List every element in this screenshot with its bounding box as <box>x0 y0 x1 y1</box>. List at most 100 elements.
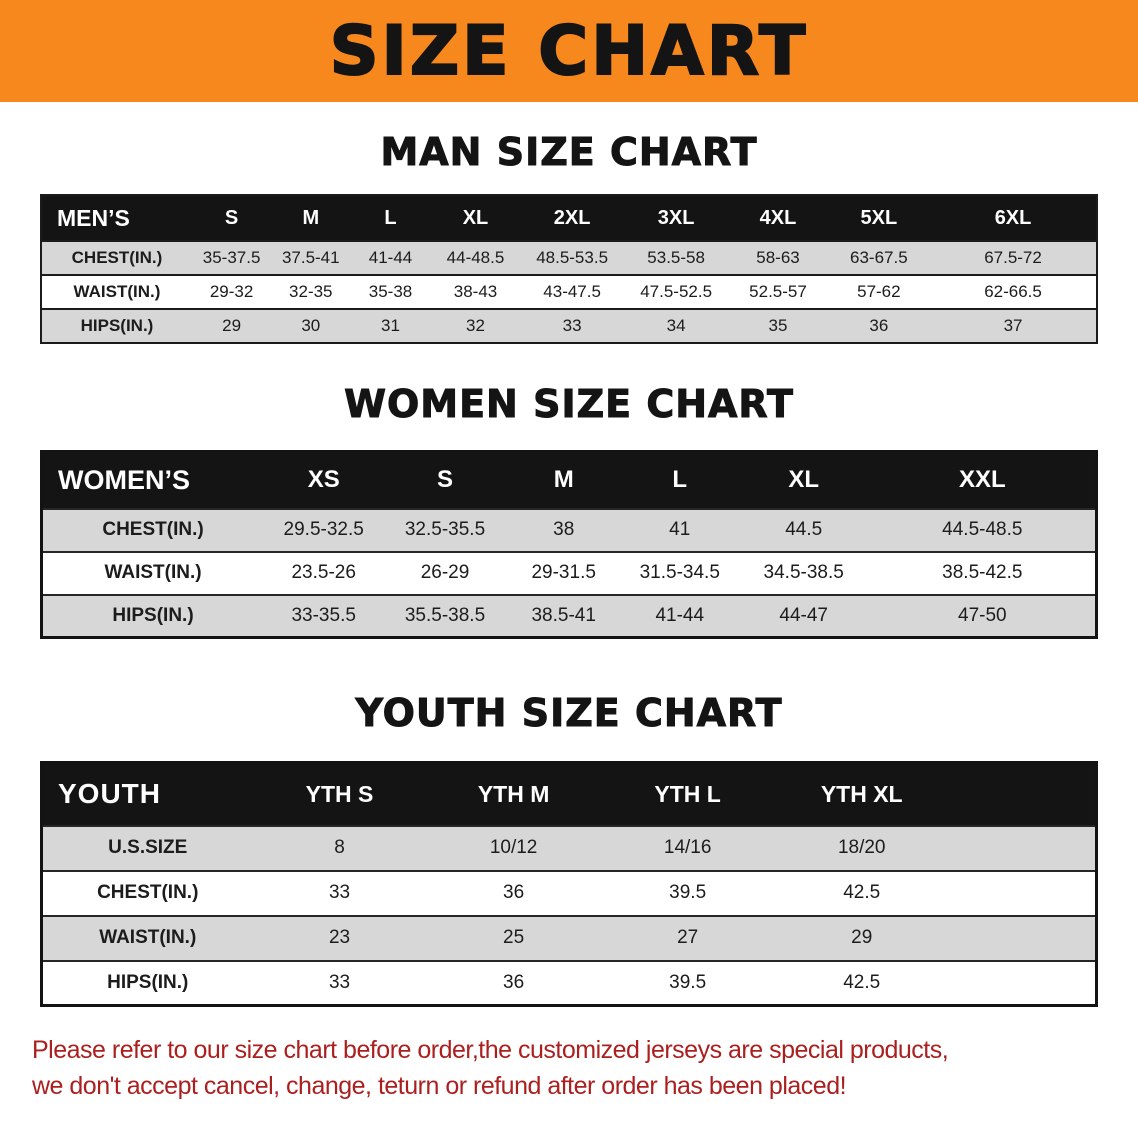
size-value-cell: 44.5 <box>785 519 823 540</box>
filler-cell <box>949 826 1097 871</box>
men-size-table: MEN’S S M L XL 2XL 3XL 4XL 5XL 6XL CHEST(IN.) 35-37… <box>40 194 1098 344</box>
size-value-cell: 53.5-58 <box>647 248 705 267</box>
size-value-cell: 47-50 <box>958 604 1007 626</box>
table-title: YOUTH <box>41 762 253 826</box>
youth-table-wrap: YOUTH YTH S YTH M YTH L YTH XL U.S.SIZE 8 10/12… <box>40 761 1098 1007</box>
size-value-cell: 33 <box>328 971 351 993</box>
size-value-cell: 57-62 <box>857 282 901 301</box>
size-value-cell: 35 <box>768 316 788 335</box>
size-value-cell: 14/16 <box>663 837 712 858</box>
size-column-header: S <box>384 451 506 509</box>
section-heading: MAN SIZE CHART <box>380 130 758 175</box>
size-value-cell: 44-48.5 <box>446 248 505 267</box>
size-value-cell: 44.5-48.5 <box>942 519 1023 540</box>
size-value-cell: 43-47.5 <box>543 282 601 301</box>
disclaimer-line: we don't accept cancel, change, teturn o… <box>32 1071 847 1100</box>
men-table-wrap: MEN’S S M L XL 2XL 3XL 4XL 5XL 6XL CHEST(IN.) 35-37… <box>40 194 1098 344</box>
size-column-header: 2XL <box>520 195 624 241</box>
size-chart-page: SIZE CHART MAN SIZE CHART MEN’S S M L XL 2XL 3… <box>0 0 1138 1100</box>
size-value-cell: 29.5-32.5 <box>283 519 364 540</box>
size-value-cell: 32 <box>466 316 485 335</box>
table-row: WAIST(IN.) 23 25 27 29 <box>41 915 1097 961</box>
header-row: WOMEN’S XS S M L XL XXL <box>41 451 1097 509</box>
women-table-wrap: WOMEN’S XS S M L XL XXL CHEST(IN.) 29.5-32.5 32.5… <box>40 450 1098 639</box>
size-value-cell: 30 <box>301 316 321 335</box>
size-column-header: M <box>505 451 622 509</box>
size-value-cell: 62-66.5 <box>984 282 1042 301</box>
size-value-cell: 48.5-53.5 <box>536 248 609 267</box>
size-value-cell: 63-67.5 <box>850 248 908 267</box>
filler-cell <box>949 871 1097 916</box>
size-column-header: YTH S <box>252 762 427 826</box>
size-value-cell: 35-38 <box>368 282 413 301</box>
size-value-cell: 8 <box>334 837 345 858</box>
row-label: WAIST(IN.) <box>99 927 197 948</box>
table-title: MEN’S <box>41 195 192 241</box>
size-value-cell: 39.5 <box>669 882 707 903</box>
table-row: HIPS(IN.) 29 30 31 32 33 34 35 36 37 <box>41 309 1097 343</box>
size-column-header: 4XL <box>728 195 828 241</box>
filler-cell <box>949 961 1097 1006</box>
size-value-cell: 34 <box>666 316 686 335</box>
size-value-cell: 32.5-35.5 <box>404 519 486 540</box>
size-column-header: 3XL <box>623 195 729 241</box>
size-value-cell: 33-35.5 <box>291 604 356 626</box>
size-value-cell: 29-31.5 <box>531 562 596 583</box>
size-value-cell: 31 <box>381 316 400 335</box>
size-value-cell: 42.5 <box>843 971 881 993</box>
size-value-cell: 52.5-57 <box>749 282 807 301</box>
size-column-header: YTH M <box>426 762 601 826</box>
size-column-header: YTH XL <box>774 762 949 826</box>
section-heading: YOUTH SIZE CHART <box>355 691 783 736</box>
size-value-cell: 18/20 <box>837 837 886 858</box>
size-value-cell: 38.5-41 <box>531 604 596 626</box>
men-size-section: MAN SIZE CHART MEN’S S M L XL 2XL 3XL 4XL 5XL 6XL… <box>0 130 1138 344</box>
size-column-header: M <box>271 195 351 241</box>
table-row: HIPS(IN.) 33 36 39.5 42.5 <box>41 960 1097 1006</box>
size-value-cell: 38 <box>553 519 575 540</box>
table-row: WAIST(IN.) 29-32 32-35 35-38 38-43 43-47.5 47.… <box>41 275 1097 309</box>
size-value-cell: 29-32 <box>209 282 254 301</box>
size-column-header: S <box>192 195 272 241</box>
size-value-cell: 35-37.5 <box>202 248 261 267</box>
size-value-cell: 36 <box>869 316 889 335</box>
row-label: HIPS(IN.) <box>107 971 189 993</box>
youth-size-section: YOUTH SIZE CHART YOUTH YTH S YTH M YTH L YTH… <box>0 691 1138 1007</box>
size-value-cell: 26-29 <box>420 562 470 583</box>
size-value-cell: 58-63 <box>756 248 800 267</box>
banner: SIZE CHART <box>0 0 1138 102</box>
size-column-header: XXL <box>869 451 1097 509</box>
size-column-header: XS <box>263 451 385 509</box>
size-value-cell: 41-44 <box>368 248 413 267</box>
size-column-header: XL <box>737 451 870 509</box>
size-value-cell: 34.5-38.5 <box>763 562 844 583</box>
youth-size-table: YOUTH YTH S YTH M YTH L YTH XL U.S.SIZE 8 10/12… <box>40 761 1098 1007</box>
size-value-cell: 23.5-26 <box>291 562 356 583</box>
size-column-header: L <box>621 451 738 509</box>
row-label: CHEST(IN.) <box>102 519 204 540</box>
row-label: U.S.SIZE <box>108 837 188 858</box>
table-row: CHEST(IN.) 33 36 39.5 42.5 <box>41 870 1097 916</box>
size-value-cell: 23 <box>328 927 351 948</box>
disclaimer-line: Please refer to our size chart before or… <box>32 1036 949 1064</box>
row-label: HIPS(IN.) <box>112 604 194 626</box>
size-value-cell: 47.5-52.5 <box>640 282 713 301</box>
row-label: HIPS(IN.) <box>80 316 154 335</box>
table-row: CHEST(IN.) 29.5-32.5 32.5-35.5 38 41 44.5 44.5… <box>41 508 1097 552</box>
size-value-cell: 41-44 <box>655 604 705 626</box>
size-value-cell: 36 <box>503 971 525 993</box>
size-value-cell: 29 <box>851 927 873 948</box>
size-column-header: YTH L <box>600 762 775 826</box>
table-row: CHEST(IN.) 35-37.5 37.5-41 41-44 44-48.5 48.5… <box>41 241 1097 275</box>
size-column-header: 6XL <box>930 195 1097 241</box>
size-column-header: 5XL <box>827 195 931 241</box>
size-value-cell: 10/12 <box>489 837 538 858</box>
row-label: WAIST(IN.) <box>73 282 161 301</box>
size-value-cell: 33 <box>562 316 582 335</box>
size-value-cell: 25 <box>503 927 525 948</box>
size-value-cell: 44-47 <box>779 604 828 626</box>
size-value-cell: 37.5-41 <box>281 248 340 267</box>
size-value-cell: 31.5-34.5 <box>639 562 720 583</box>
size-value-cell: 39.5 <box>669 971 707 993</box>
women-size-table: WOMEN’S XS S M L XL XXL CHEST(IN.) 29.5-32.5 32.5… <box>40 450 1098 639</box>
